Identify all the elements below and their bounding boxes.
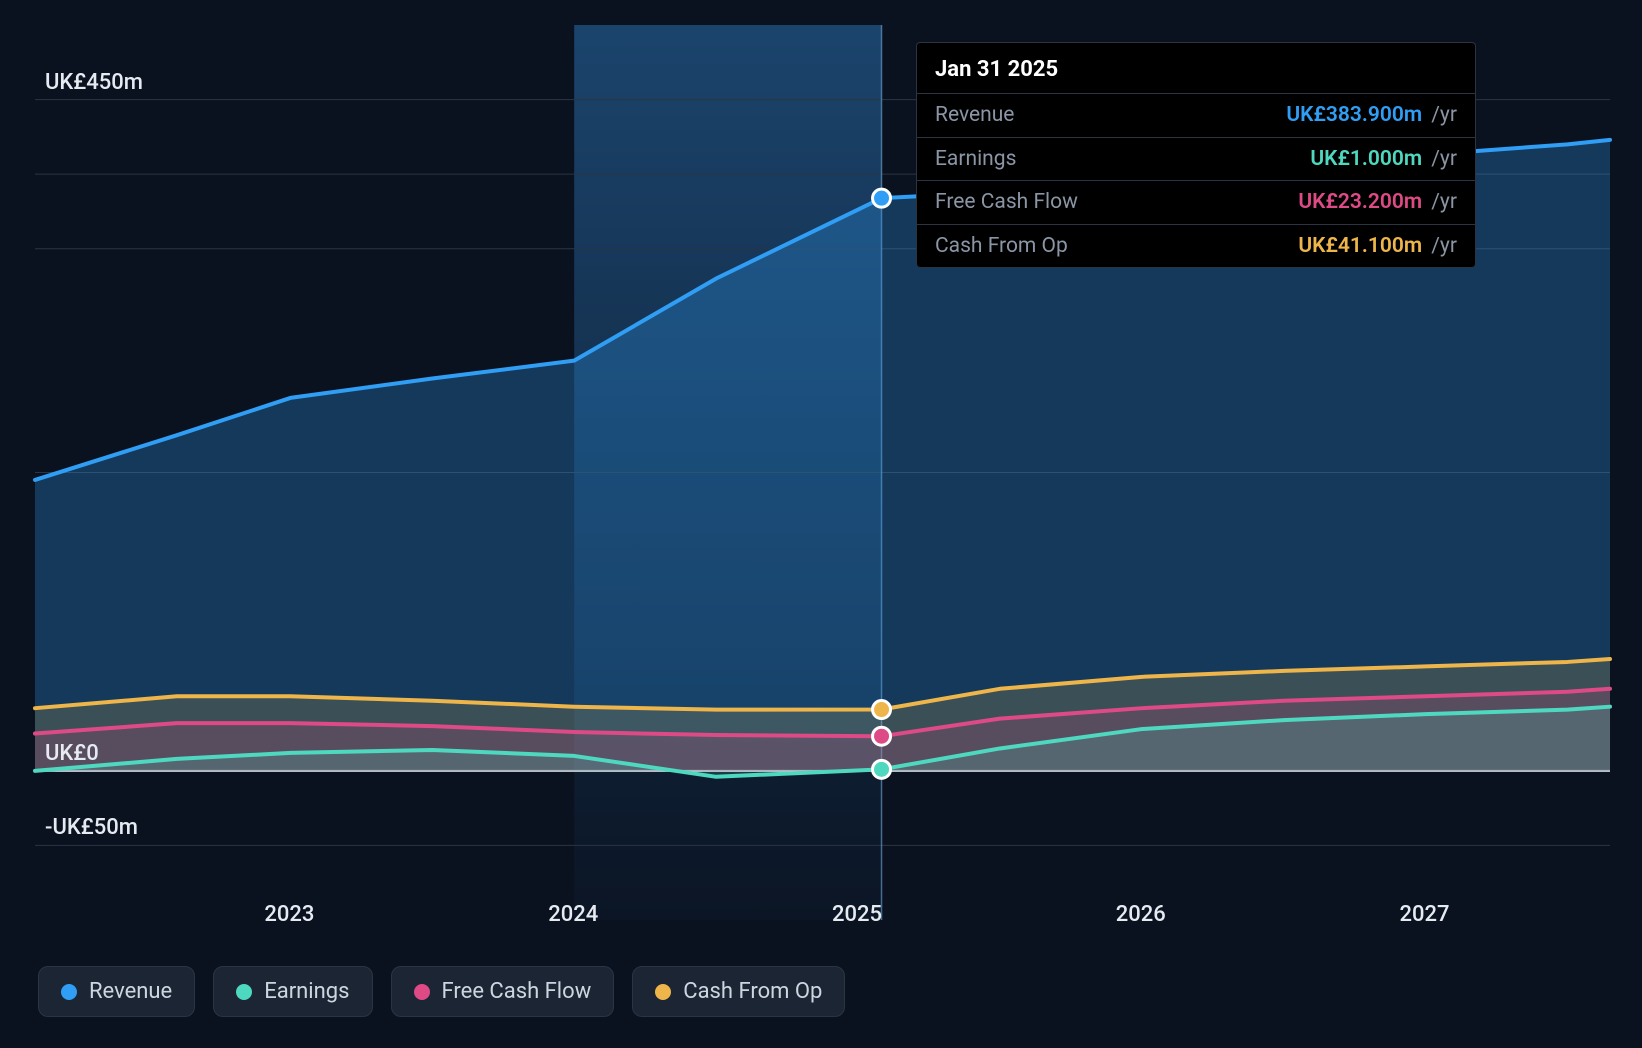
legend-item-label: Free Cash Flow [442, 979, 592, 1004]
tooltip-row-unit: /yr [1426, 147, 1457, 171]
tooltip-row: Earnings UK£1.000m /yr [917, 138, 1475, 181]
y-tick-label: UK£450m [45, 70, 143, 95]
y-tick-label: -UK£50m [45, 815, 138, 840]
legend-item-label: Cash From Op [683, 979, 822, 1004]
legend-item-label: Earnings [264, 979, 349, 1004]
financials-chart: UK£450mUK£0-UK£50m 20232024202520262027 … [0, 0, 1642, 1048]
legend-item[interactable]: Revenue [38, 966, 195, 1017]
tooltip-row-value: UK£1.000m [1310, 147, 1422, 171]
tooltip-row-unit: /yr [1426, 190, 1457, 214]
tooltip-row-unit: /yr [1426, 103, 1457, 127]
chart-tooltip: Jan 31 2025 RevenueUK£383.900m /yrEarnin… [916, 42, 1476, 268]
legend-item[interactable]: Cash From Op [632, 966, 845, 1017]
legend-dot-icon [655, 984, 671, 1000]
tooltip-row: Free Cash Flow UK£23.200m /yr [917, 181, 1475, 224]
legend-item[interactable]: Earnings [213, 966, 372, 1017]
y-tick-label: UK£0 [45, 741, 99, 766]
tooltip-row: Revenue UK£383.900m /yr [917, 94, 1475, 137]
x-tick-label: 2026 [1116, 902, 1166, 927]
legend-dot-icon [414, 984, 430, 1000]
x-tick-label: 2023 [264, 902, 314, 927]
tooltip-row-value: UK£41.100m [1298, 234, 1422, 258]
tooltip-row-label: Earnings [935, 147, 1016, 172]
tooltip-row: Cash From Op UK£41.100m /yr [917, 225, 1475, 267]
legend-dot-icon [236, 984, 252, 1000]
tooltip-row-label: Free Cash Flow [935, 190, 1078, 215]
legend-item[interactable]: Free Cash Flow [391, 966, 615, 1017]
tooltip-row-unit: /yr [1426, 234, 1457, 258]
tooltip-row-label: Cash From Op [935, 234, 1068, 259]
legend-dot-icon [61, 984, 77, 1000]
tooltip-row-value: UK£383.900m [1286, 103, 1422, 127]
tooltip-date: Jan 31 2025 [917, 43, 1475, 94]
legend-item-label: Revenue [89, 979, 172, 1004]
tooltip-row-value: UK£23.200m [1298, 190, 1422, 214]
chart-legend: Revenue Earnings Free Cash Flow Cash From O… [38, 966, 845, 1017]
x-tick-label: 2024 [548, 902, 598, 927]
x-tick-label: 2027 [1400, 902, 1450, 927]
x-tick-label: 2025 [832, 902, 882, 927]
tooltip-row-label: Revenue [935, 103, 1014, 128]
